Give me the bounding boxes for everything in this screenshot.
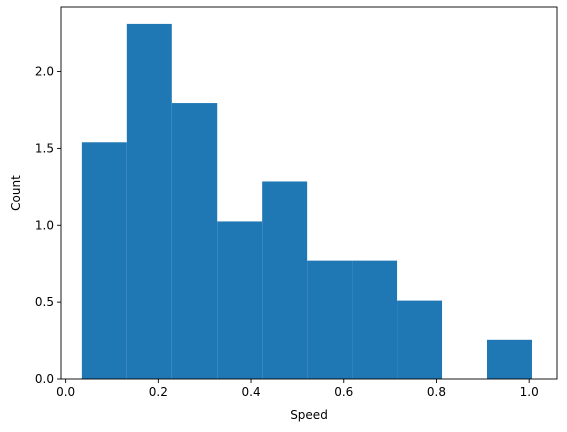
histogram-bar	[262, 181, 308, 379]
x-tick-label: 0.8	[427, 385, 446, 399]
x-tick-label: 0.2	[149, 385, 168, 399]
bars-group	[81, 23, 532, 380]
x-tick-label: 0.4	[242, 385, 261, 399]
histogram-bar	[217, 221, 263, 379]
histogram-bar	[171, 103, 218, 380]
y-tick-label: 0.0	[35, 372, 54, 386]
y-tick-label: 1.0	[35, 218, 54, 232]
histogram-bar	[397, 300, 443, 379]
histogram-bar	[307, 260, 353, 379]
histogram-bar	[487, 339, 532, 379]
x-tick-label: 0.6	[334, 385, 353, 399]
histogram-bar	[352, 260, 398, 379]
y-axis-label: Count	[9, 175, 23, 211]
y-tick-label: 1.5	[35, 141, 54, 155]
y-tick-label: 2.0	[35, 65, 54, 79]
x-tick-label: 0.0	[56, 385, 75, 399]
x-axis-label: Speed	[290, 408, 328, 422]
histogram-bar	[126, 23, 172, 380]
y-tick-label: 0.5	[35, 295, 54, 309]
histogram-bar	[81, 142, 127, 379]
plot-frame	[60, 6, 558, 380]
y-axis-ticks: 0.0 0.5 1.0 1.5 2.0	[35, 65, 61, 386]
x-tick-label: 1.0	[520, 385, 539, 399]
x-axis-ticks: 0.0 0.2 0.4 0.6 0.8 1.0	[56, 379, 539, 399]
